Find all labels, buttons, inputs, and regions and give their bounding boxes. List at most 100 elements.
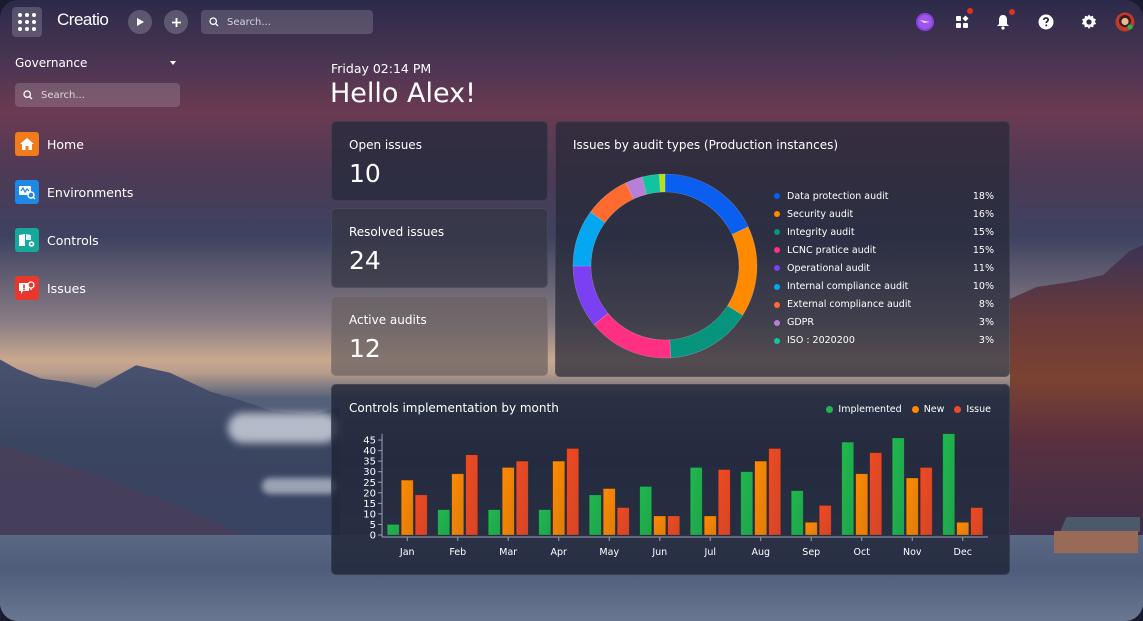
bar[interactable] <box>919 467 933 536</box>
legend-item[interactable]: Implemented <box>826 404 902 415</box>
bar[interactable] <box>588 494 602 536</box>
svg-text:25: 25 <box>363 478 376 489</box>
bar[interactable] <box>616 507 630 536</box>
bar[interactable] <box>602 488 616 536</box>
bar[interactable] <box>566 448 580 536</box>
legend-value: 3% <box>978 317 994 329</box>
sidebar-item-label: Controls <box>47 232 99 248</box>
legend-item[interactable]: External compliance audit 8% <box>774 296 994 314</box>
bar[interactable] <box>552 460 566 536</box>
bar[interactable] <box>942 433 956 536</box>
run-process-button[interactable] <box>128 10 152 34</box>
user-avatar[interactable] <box>1114 11 1136 33</box>
bar[interactable] <box>400 479 414 536</box>
legend-item[interactable]: Operational audit 11% <box>774 259 994 277</box>
bell-icon <box>997 15 1009 30</box>
bar[interactable] <box>717 469 731 536</box>
bar[interactable] <box>501 467 515 536</box>
svg-text:30: 30 <box>363 467 376 478</box>
bar[interactable] <box>414 494 428 536</box>
donut-segment[interactable] <box>664 173 749 235</box>
controls-icon <box>15 228 39 252</box>
bar[interactable] <box>465 454 479 536</box>
legend-dot-icon <box>774 301 780 308</box>
bar[interactable] <box>869 452 883 536</box>
help-button[interactable] <box>1036 12 1056 32</box>
legend-item[interactable]: ISO : 2020200 3% <box>774 332 994 350</box>
donut-chart[interactable] <box>565 166 765 366</box>
donut-segment[interactable] <box>572 211 606 267</box>
bar[interactable] <box>538 509 552 536</box>
notifications-button[interactable] <box>993 9 1015 32</box>
bar[interactable] <box>768 448 782 536</box>
sidebar-item-environments[interactable]: Environments <box>15 179 133 205</box>
legend-item[interactable]: LCNC pratice audit 15% <box>774 241 994 259</box>
legend-dot-icon <box>774 283 780 290</box>
donut-segment[interactable] <box>727 226 758 316</box>
donut-segment[interactable] <box>590 182 634 223</box>
donut-segment[interactable] <box>658 173 666 193</box>
sidebar-item-controls[interactable]: Controls <box>15 227 99 253</box>
sidebar-search-input[interactable] <box>41 89 171 101</box>
bar[interactable] <box>970 507 984 536</box>
legend-item[interactable]: Security audit 16% <box>774 205 994 223</box>
bar[interactable] <box>515 460 529 536</box>
svg-text:Apr: Apr <box>551 547 568 558</box>
legend-dot-icon <box>774 319 780 326</box>
kpi-card-open-issues[interactable]: Open issues 10 <box>331 121 548 201</box>
bar[interactable] <box>818 505 832 536</box>
bar[interactable] <box>804 522 818 536</box>
bar[interactable] <box>891 437 905 536</box>
svg-text:15: 15 <box>363 499 376 510</box>
ai-assistant-button[interactable] <box>915 12 935 32</box>
global-search-input[interactable] <box>227 16 357 28</box>
bar[interactable] <box>487 509 501 536</box>
bar[interactable] <box>855 473 869 536</box>
bar[interactable] <box>790 490 804 536</box>
apps-grid-icon <box>18 13 36 31</box>
donut-segment[interactable] <box>593 312 672 359</box>
bar[interactable] <box>956 522 970 536</box>
bar[interactable] <box>841 441 855 536</box>
bar[interactable] <box>689 467 703 536</box>
bar[interactable] <box>386 524 400 536</box>
legend-dot-icon <box>774 229 780 236</box>
bar[interactable] <box>754 460 768 536</box>
kpi-card-active-audits[interactable]: Active audits 12 <box>331 296 548 376</box>
sidebar-item-issues[interactable]: Issues <box>15 275 86 301</box>
chevron-down-icon[interactable] <box>170 61 176 65</box>
legend-item[interactable]: Issue <box>954 404 991 415</box>
sidebar-search[interactable] <box>15 83 180 107</box>
app-switcher-icon <box>956 15 969 28</box>
ai-assistant-icon <box>916 13 934 31</box>
svg-text:Sep: Sep <box>802 547 820 558</box>
bar[interactable] <box>653 515 667 536</box>
legend-item[interactable]: Data protection audit 18% <box>774 187 994 205</box>
legend-item[interactable]: Integrity audit 15% <box>774 223 994 241</box>
global-search[interactable] <box>201 10 373 34</box>
donut-segment[interactable] <box>669 305 744 359</box>
apps-grid-button[interactable] <box>12 7 42 37</box>
add-button[interactable] <box>164 10 188 34</box>
legend-item[interactable]: GDPR 3% <box>774 314 994 332</box>
kpi-card-resolved-issues[interactable]: Resolved issues 24 <box>331 208 548 288</box>
donut-segment[interactable] <box>572 265 609 326</box>
bar[interactable] <box>437 509 451 536</box>
legend-label: Data protection audit <box>787 190 889 202</box>
legend-dot-icon <box>774 265 780 272</box>
legend-item[interactable]: New <box>911 404 944 415</box>
app-switcher-button[interactable] <box>952 8 973 32</box>
bar[interactable] <box>703 515 717 536</box>
settings-button[interactable] <box>1079 12 1099 32</box>
bar[interactable] <box>451 473 465 536</box>
kpi-value: 12 <box>349 334 381 363</box>
bar[interactable] <box>639 486 653 536</box>
legend-item[interactable]: Internal compliance audit 10% <box>774 277 994 295</box>
bar[interactable] <box>740 471 754 536</box>
bar[interactable] <box>667 515 681 536</box>
workspace-selector[interactable]: Governance <box>15 56 88 70</box>
sidebar-item-home[interactable]: Home <box>15 131 84 157</box>
kpi-value: 24 <box>349 246 381 275</box>
bar[interactable] <box>905 477 919 536</box>
